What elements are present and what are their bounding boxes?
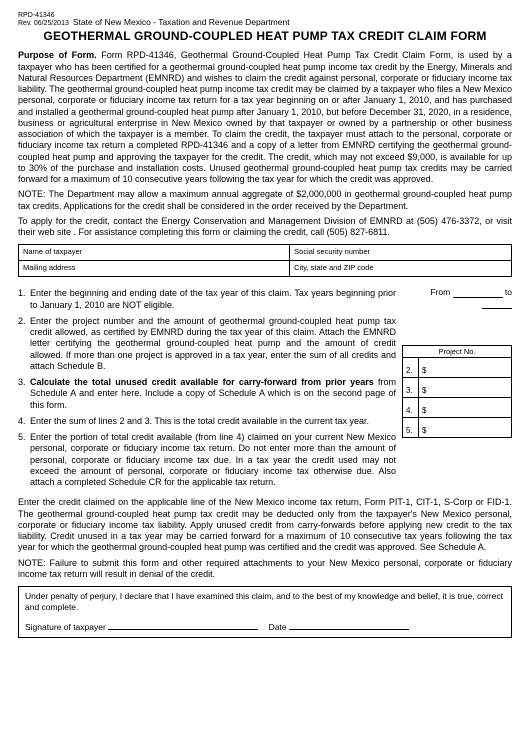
row-5-num: 5.	[403, 418, 419, 438]
form-meta: RPD-41346 Rev. 06/25/2013 State of New M…	[18, 12, 512, 27]
row-4-num: 4.	[403, 398, 419, 418]
signature-box: Under penalty of perjury, I declare that…	[18, 586, 512, 638]
step-3: Calculate the total unused credit availa…	[18, 377, 396, 411]
form-number: RPD-41346	[18, 12, 55, 19]
step-1: Enter the beginning and ending date of t…	[18, 288, 396, 311]
from-label: From	[430, 287, 450, 297]
step-4: Enter the sum of lines 2 and 3. This is …	[18, 416, 396, 427]
row-5-amount[interactable]: $	[419, 418, 512, 438]
purpose-paragraph: Purpose of Form. Form RPD-41346, Geother…	[18, 50, 512, 185]
to-label: to	[505, 287, 512, 297]
date-input[interactable]	[289, 622, 409, 630]
row-4-amount[interactable]: $	[419, 398, 512, 418]
amounts-table: Project No. 2.$ 3.$ 4.$ 5.$	[402, 345, 512, 438]
date-label: Date	[269, 622, 287, 632]
signature-label: Signature of taxpayer	[25, 622, 106, 632]
form-title: GEOTHERMAL GROUND-COUPLED HEAT PUMP TAX …	[18, 29, 512, 44]
signature-input[interactable]	[108, 622, 258, 630]
step-3-bold: Calculate the total unused credit availa…	[30, 377, 374, 387]
to-date-input[interactable]	[482, 301, 512, 309]
taxpayer-info-table: Name of taxpayer Social security number …	[18, 244, 512, 277]
field-csz-label[interactable]: City, state and ZIP code	[290, 261, 512, 277]
after-steps-paragraph: Enter the credit claimed on the applicab…	[18, 497, 512, 553]
from-date-input[interactable]	[453, 290, 503, 298]
form-rev: Rev. 06/25/2013	[18, 20, 69, 27]
date-range-row: From to	[402, 287, 512, 308]
note-aggregate: NOTE: The Department may allow a maximum…	[18, 189, 512, 212]
note-failure: NOTE: Failure to submit this form and ot…	[18, 558, 512, 581]
project-no-header: Project No.	[403, 345, 512, 357]
apply-info: To apply for the credit, contact the Ene…	[18, 216, 512, 239]
row-3-num: 3.	[403, 378, 419, 398]
dept-name: State of New Mexico - Taxation and Reven…	[69, 17, 512, 28]
step-2: Enter the project number and the amount …	[18, 316, 396, 372]
field-name-label[interactable]: Name of taxpayer	[19, 245, 290, 261]
field-address-label[interactable]: Mailing address	[19, 261, 290, 277]
instruction-steps: Enter the beginning and ending date of t…	[18, 288, 396, 488]
row-2-num: 2.	[403, 358, 419, 378]
perjury-statement: Under penalty of perjury, I declare that…	[25, 591, 505, 612]
purpose-heading: Purpose of Form.	[18, 50, 97, 60]
purpose-body: Form RPD-41346, Geothermal Ground-Couple…	[18, 50, 512, 184]
row-2-amount[interactable]: $	[419, 358, 512, 378]
row-3-amount[interactable]: $	[419, 378, 512, 398]
step-5: Enter the portion of total credit availa…	[18, 432, 396, 488]
field-ssn-label[interactable]: Social security number	[290, 245, 512, 261]
